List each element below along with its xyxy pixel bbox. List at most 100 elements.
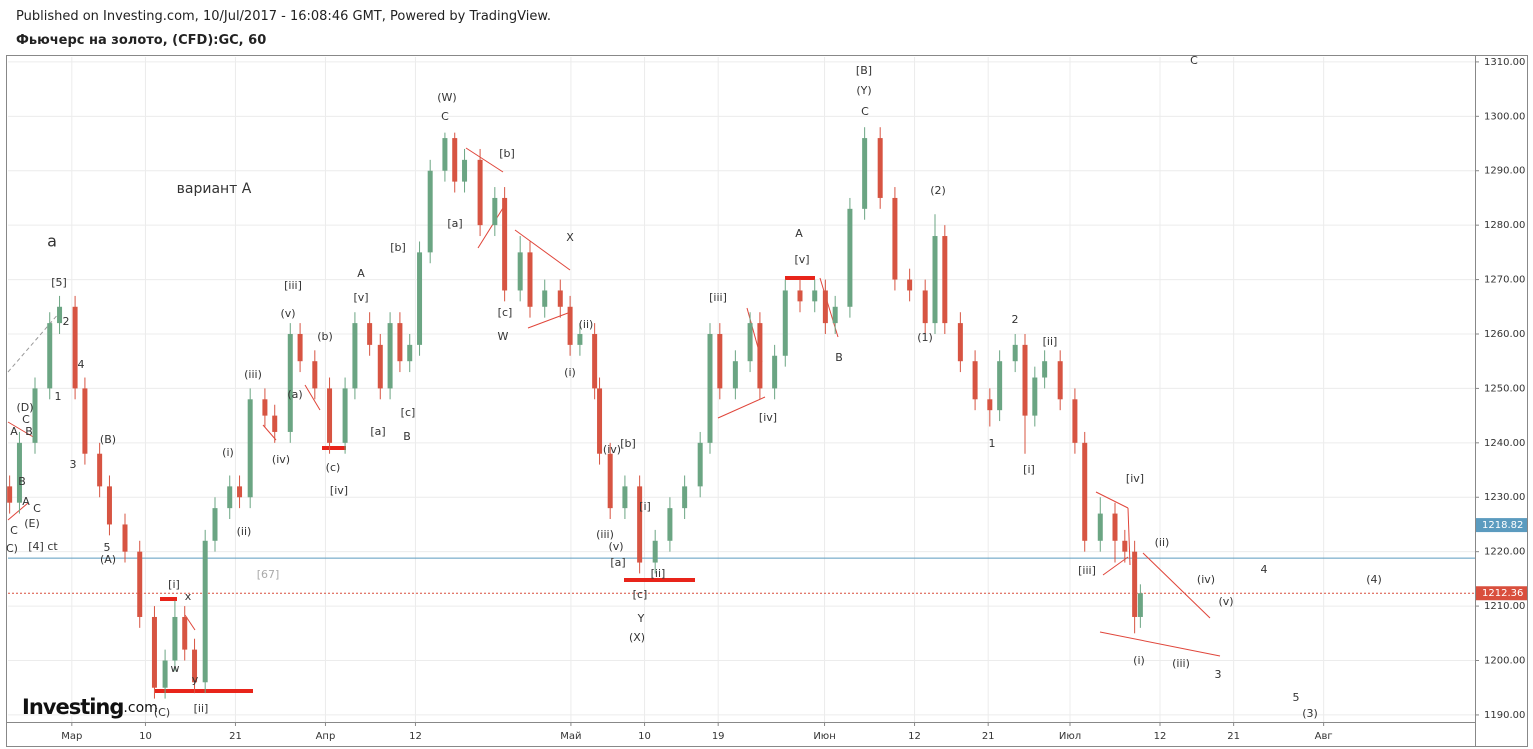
candle-body	[1057, 361, 1063, 400]
wave-label: C	[10, 524, 18, 537]
candle-body	[192, 649, 198, 683]
candle-body	[542, 290, 548, 307]
wave-label: C	[22, 413, 30, 426]
candle-body	[1012, 344, 1018, 362]
trend-line	[7, 502, 29, 521]
y-tick-label: 1200.00	[1484, 656, 1525, 667]
wave-label: (Y)	[856, 84, 871, 97]
candle-body	[72, 306, 78, 389]
candle-body	[1042, 361, 1048, 378]
wave-label: A	[10, 425, 18, 438]
wave-label: (v)	[1218, 595, 1233, 608]
wave-label: (ii)	[1155, 536, 1170, 549]
wave-label: (W)	[437, 91, 456, 104]
candle-body	[247, 399, 253, 498]
y-tick-label: 1190.00	[1484, 710, 1525, 721]
x-tick-label: 19	[712, 731, 725, 742]
y-tick-label: 1250.00	[1484, 383, 1525, 394]
x-tick-label: 12	[1154, 731, 1167, 742]
wave-label: 5	[1293, 691, 1300, 704]
wave-label: [ii]	[1043, 335, 1058, 348]
wave-label: B	[25, 425, 33, 438]
wave-label: (ii)	[237, 525, 252, 538]
price-label: 1218.82	[1482, 520, 1523, 531]
candle-body	[202, 540, 208, 683]
candle-body	[407, 344, 413, 362]
wave-label: [67]	[257, 568, 280, 581]
x-tick-label: 12	[409, 731, 422, 742]
candle-body	[377, 344, 383, 389]
trend-line	[262, 424, 277, 441]
x-tick-label: 21	[982, 731, 995, 742]
candle-body	[106, 486, 112, 525]
candle-body	[57, 306, 63, 324]
wave-label: [ii]	[194, 702, 209, 715]
wave-label: 3	[1215, 668, 1222, 681]
wave-label: 1	[55, 390, 62, 403]
x-tick-label: Мар	[61, 731, 82, 742]
trend-line	[304, 384, 321, 411]
logo-suffix: .com	[123, 700, 157, 716]
candle-body	[137, 551, 143, 617]
candle-body	[442, 138, 448, 171]
wave-label: C	[33, 502, 41, 515]
wave-label: (b)	[317, 330, 333, 343]
candle-body	[352, 323, 358, 389]
candle-body	[97, 453, 103, 487]
wave-label: (iv)	[1197, 573, 1215, 586]
candle-body	[932, 236, 938, 324]
wave-label: (ii)	[579, 318, 594, 331]
wave-label: A	[22, 495, 30, 508]
candle-body	[592, 333, 598, 389]
wave-label: [c]	[633, 588, 648, 601]
trend-line	[465, 147, 504, 173]
candle-body	[272, 415, 278, 432]
trend-line	[717, 396, 766, 419]
candle-body	[697, 442, 703, 487]
wave-label: [iii]	[284, 279, 302, 292]
y-tick-label: 1260.00	[1484, 329, 1525, 340]
wave-label: [b]	[499, 147, 515, 160]
wave-label: [b]	[390, 241, 406, 254]
candle-body	[182, 616, 188, 650]
candle-body	[151, 616, 157, 688]
candle-body	[1032, 377, 1038, 416]
wave-label: (C)	[154, 706, 170, 719]
wave-label: [4] ct	[28, 540, 58, 553]
wave-label: [i]	[1023, 463, 1035, 476]
wave-label: w	[171, 662, 180, 675]
candle-body	[297, 333, 303, 362]
candle-body	[1022, 344, 1028, 416]
wave-label: B	[18, 475, 26, 488]
wave-label: W	[498, 330, 509, 343]
candle-body	[987, 399, 993, 411]
candle-body	[162, 660, 168, 688]
y-tick-label: 1270.00	[1484, 275, 1525, 286]
candle-body	[16, 442, 22, 503]
candle-body	[607, 453, 613, 509]
trend-line	[1142, 552, 1211, 619]
candle-body	[972, 361, 978, 400]
wave-label: [c]	[401, 406, 416, 419]
wave-label: a	[47, 232, 57, 251]
wave-label: (B)	[100, 433, 116, 446]
candle-body	[1137, 593, 1143, 617]
y-tick-label: 1280.00	[1484, 220, 1525, 231]
wave-label: 2	[63, 315, 70, 328]
wave-label: A	[795, 227, 803, 240]
candle-body	[477, 159, 483, 226]
y-tick-label: 1310.00	[1484, 57, 1525, 68]
wave-label: (i)	[222, 446, 234, 459]
wave-label: C	[441, 110, 449, 123]
wave-label: (iii)	[244, 368, 262, 381]
wave-label: Y	[637, 612, 645, 625]
candle-body	[397, 323, 403, 362]
wave-label: (iv)	[603, 443, 621, 456]
wave-label: [a]	[370, 425, 385, 438]
wave-label: 5	[104, 541, 111, 554]
candle-body	[822, 290, 828, 324]
wave-label: C	[1190, 54, 1198, 67]
wave-label: (i)	[1133, 654, 1145, 667]
candle-body	[682, 486, 688, 509]
